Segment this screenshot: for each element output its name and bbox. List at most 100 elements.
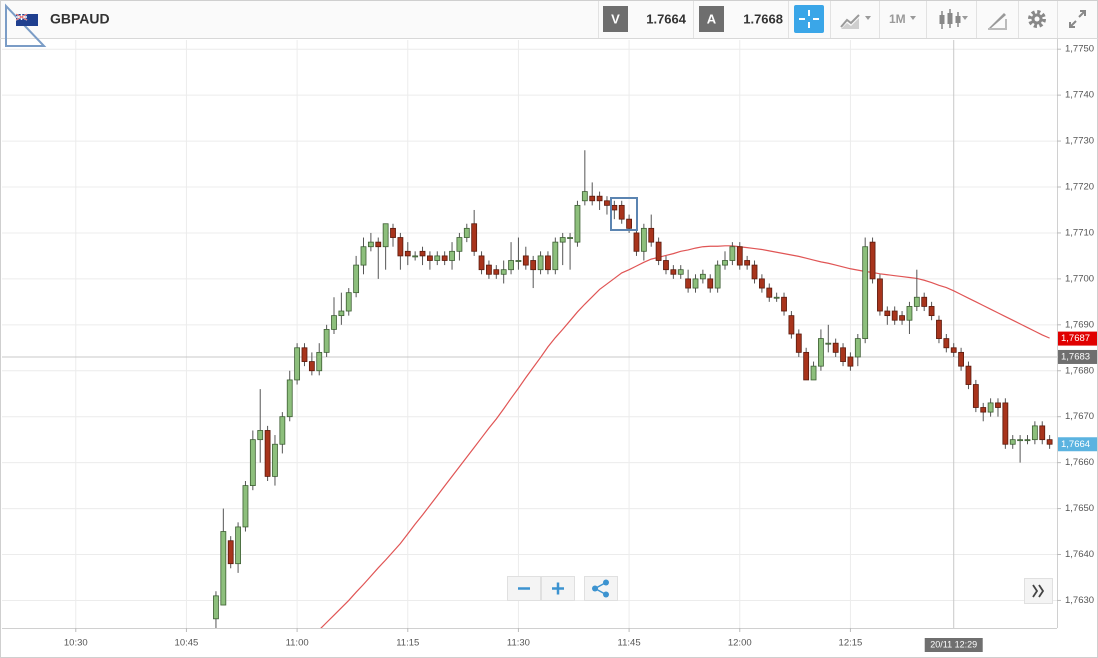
time-tag	[924, 638, 983, 652]
candle-body	[943, 338, 950, 349]
candle-body	[758, 278, 765, 289]
candle-body	[773, 296, 780, 299]
y-tick-label: 1,7660	[1065, 457, 1094, 468]
dropdown-arrow	[910, 16, 916, 20]
candle-body	[611, 204, 618, 211]
y-tick-label: 1,7720	[1065, 182, 1094, 193]
toolbar-bg	[1, 1, 1097, 39]
candle-body	[1002, 402, 1009, 445]
candle-body	[692, 278, 699, 289]
candle-body	[685, 278, 692, 289]
ask-badge[interactable]	[699, 6, 724, 32]
candle-body	[862, 246, 869, 339]
flag-saltire	[15, 13, 28, 21]
candle-body	[950, 347, 957, 353]
candle-body	[980, 407, 987, 413]
candle-body	[751, 264, 758, 280]
candle-body	[589, 195, 596, 202]
y-tick-label: 1,7690	[1065, 319, 1094, 330]
drawing-button[interactable]	[988, 13, 1007, 30]
candle-body	[663, 260, 669, 271]
candle-body	[493, 269, 500, 275]
x-tick-label: 11:30	[507, 638, 530, 649]
candle-body	[500, 269, 507, 275]
candle-body	[906, 306, 913, 321]
candle-body	[574, 204, 581, 243]
price-tag	[1058, 331, 1097, 346]
candle-body	[655, 241, 662, 261]
candle-body	[877, 278, 883, 312]
bid-price: 1.7664	[646, 11, 687, 26]
crosshair-button[interactable]	[794, 5, 824, 33]
candle-body	[795, 333, 802, 353]
y-tick-label: 1,7650	[1065, 503, 1094, 514]
dropdown-arrow	[865, 16, 871, 20]
price-tag	[1058, 437, 1097, 452]
candle-icon-body	[955, 16, 961, 23]
price-tag	[1058, 349, 1097, 364]
candle-body	[936, 319, 942, 339]
indicators-area	[841, 18, 859, 29]
expand-button[interactable]	[1069, 10, 1086, 28]
gear-hole	[1034, 16, 1040, 22]
crosshair-icon	[799, 10, 819, 28]
candle-body	[921, 296, 928, 307]
x-tick-label: 12:00	[728, 638, 752, 649]
x-tick-label: 11:00	[286, 638, 309, 649]
price-tag-label: 1,7664	[1061, 439, 1090, 450]
share-icon	[592, 579, 609, 598]
drawing-icon-base	[988, 19, 1007, 30]
candle-body	[515, 260, 522, 262]
crosshair-button-bg[interactable]	[794, 5, 824, 33]
moving-average-line	[320, 245, 1050, 628]
share-button[interactable]	[584, 576, 618, 601]
symbol: GBPAUD	[50, 11, 110, 27]
candle-body	[272, 443, 278, 477]
x-tick-label: 12:15	[839, 638, 863, 649]
candle-body	[1031, 425, 1038, 441]
settings-button[interactable]	[1028, 10, 1046, 28]
candle-body	[338, 310, 345, 317]
scroll-right-button[interactable]	[1024, 578, 1053, 604]
candle-body	[788, 315, 795, 335]
candle-body	[729, 246, 736, 261]
toolbar: GBPAUD V 1.7664 A 1.7668 1M	[0, 1, 1098, 47]
candle-body	[995, 402, 1001, 408]
bid-badge[interactable]	[603, 6, 628, 32]
candle-body	[840, 347, 846, 362]
y-tick-label: 1,7700	[1065, 273, 1094, 284]
x-tick-label: 10:30	[64, 638, 88, 649]
axes: 1,7630 1,7640 1,7650 1,7660 1,7670 1,7680 1,76…	[64, 44, 1097, 652]
chart-type-button[interactable]	[939, 9, 969, 29]
candle-body	[545, 255, 551, 271]
candle-body	[294, 347, 301, 381]
candle-body	[847, 356, 854, 367]
candle-body	[308, 361, 315, 372]
dropdown-arrow	[962, 16, 968, 20]
candle-body	[390, 227, 396, 238]
expand-icon	[1069, 10, 1086, 28]
gear-teeth	[1028, 10, 1046, 28]
candle-body	[832, 342, 839, 353]
selection-box	[610, 197, 638, 231]
price-tag-label: 1,7683	[1061, 351, 1090, 362]
candle-body	[434, 255, 441, 261]
candle-body	[744, 260, 751, 266]
candle-body	[235, 526, 241, 565]
candle-body	[803, 351, 810, 381]
candle-body	[972, 384, 979, 408]
candle-body	[1017, 439, 1024, 442]
candle-body	[220, 531, 227, 606]
candle-body	[242, 485, 249, 528]
candle-body	[412, 255, 419, 258]
y-tick-label: 1,7750	[1065, 44, 1094, 55]
flag-icon	[15, 13, 38, 26]
candle-body	[891, 310, 898, 321]
candle-body	[257, 430, 264, 441]
timeframe-button[interactable]: 1M	[889, 12, 916, 26]
indicators-button[interactable]	[840, 14, 871, 29]
candle-body	[382, 223, 389, 248]
candle-body	[264, 430, 271, 477]
candle-body	[441, 255, 448, 261]
y-tick-label: 1,7670	[1065, 411, 1094, 422]
